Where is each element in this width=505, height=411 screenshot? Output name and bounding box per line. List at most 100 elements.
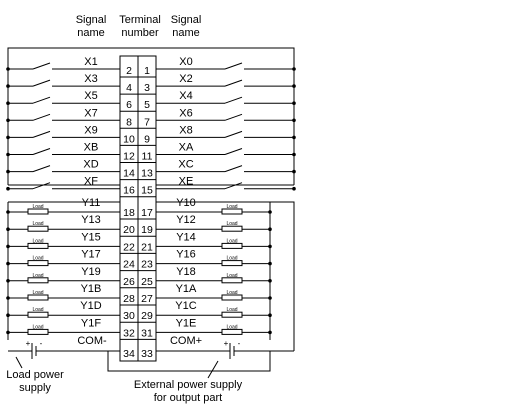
load-power-supply-label-line1: Load power <box>6 369 64 381</box>
output-row: Load Load Y19 Y18 26 25 <box>6 266 272 289</box>
load-label: Load <box>32 204 43 210</box>
left-signal-name: XF <box>84 176 98 188</box>
right-signal-name: XC <box>178 159 193 171</box>
load-left-icon <box>27 225 49 232</box>
header-terminal-number-line2: number <box>121 27 159 39</box>
load-label: Load <box>226 290 237 296</box>
load-label: Load <box>226 204 237 210</box>
load-right-icon <box>221 328 243 335</box>
load-right-icon <box>221 242 243 249</box>
terminal-number: 12 <box>123 151 135 163</box>
input-row: X7 X6 8 7 <box>6 107 296 129</box>
switch-left-icon <box>32 62 51 70</box>
switch-right-icon <box>224 182 243 190</box>
right-signal-name: Y18 <box>176 266 196 278</box>
switch-right-icon <box>224 148 243 155</box>
left-signal-name: Y1D <box>80 300 101 312</box>
output-row: Load Load Y11 Y10 18 17 <box>6 197 272 220</box>
switch-right-icon <box>224 96 243 104</box>
right-signal-name: Y10 <box>176 197 196 209</box>
header-signal-name-left-line1: Signal <box>76 14 107 26</box>
external-power-supply-label-line2: for output part <box>154 392 223 404</box>
left-signal-name: X7 <box>84 107 97 119</box>
right-signal-name: X2 <box>179 73 192 85</box>
terminal-number: 17 <box>141 207 153 219</box>
load-right-icon <box>221 311 243 318</box>
load-left-icon <box>27 242 49 249</box>
load-label: Load <box>226 273 237 279</box>
left-battery-minus: - <box>40 339 43 348</box>
switch-left-icon <box>32 79 51 87</box>
left-signal-name: XB <box>84 142 99 154</box>
load-left-icon <box>27 328 49 335</box>
header-terminal-number-line1: Terminal <box>119 14 161 26</box>
load-left-icon <box>27 294 49 301</box>
switch-right-icon <box>224 62 243 70</box>
terminal-number: 8 <box>126 116 132 128</box>
load-label: Load <box>32 324 43 330</box>
terminal-number: 19 <box>141 224 153 236</box>
terminal-number: 7 <box>144 116 150 128</box>
switch-right-icon <box>224 165 243 173</box>
load-label: Load <box>226 256 237 262</box>
header-signal-name-right-line1: Signal <box>171 14 202 26</box>
switch-left-icon <box>32 165 51 173</box>
com-minus-label: COM- <box>77 335 107 347</box>
terminal-number: 23 <box>141 259 153 271</box>
load-right-icon <box>221 260 243 267</box>
terminal-number: 11 <box>142 151 153 163</box>
switch-left-icon <box>32 182 51 190</box>
right-battery-plus: + <box>224 339 229 348</box>
input-row: XD XC 14 13 <box>6 159 296 181</box>
left-signal-name: XD <box>83 159 98 171</box>
left-signal-name: Y1B <box>81 283 102 295</box>
load-label: Load <box>226 307 237 313</box>
input-row: X5 X4 6 5 <box>6 90 296 112</box>
switch-left-icon <box>32 96 51 104</box>
output-row: Load Load Y15 Y14 22 21 <box>6 231 272 254</box>
right-signal-name: X4 <box>179 90 192 102</box>
right-signal-name: X8 <box>179 124 192 136</box>
terminal-number: 4 <box>126 82 132 94</box>
terminal-number: 15 <box>141 185 153 197</box>
left-signal-name: X5 <box>84 90 97 102</box>
output-row: Load Load Y1F Y1E 32 31 <box>6 317 272 340</box>
load-label: Load <box>32 273 43 279</box>
input-section-frame <box>7 47 295 186</box>
right-signal-name: X0 <box>179 56 192 68</box>
switch-left-icon <box>32 148 51 155</box>
terminal-number: 2 <box>126 65 132 77</box>
switch-right-icon <box>224 113 243 121</box>
terminal-number: 31 <box>141 327 153 339</box>
load-label: Load <box>226 221 237 227</box>
output-row: Load Load Y1B Y1A 28 27 <box>6 283 272 306</box>
terminal-number: 13 <box>141 168 153 180</box>
right-signal-name: Y1A <box>176 283 197 295</box>
load-power-supply-label-line2: supply <box>19 382 51 394</box>
terminal-number: 28 <box>123 293 135 305</box>
annotations: Load power supply External power supply … <box>6 356 243 404</box>
left-signal-name: X3 <box>84 73 97 85</box>
left-signal-name: Y13 <box>81 214 101 226</box>
terminal-number: 29 <box>141 310 153 322</box>
left-signal-name: Y1F <box>81 317 101 329</box>
common-row: COM- COM+ 34 33 + - + - <box>8 335 294 372</box>
switch-right-icon <box>224 79 243 87</box>
terminal-number: 9 <box>144 133 150 145</box>
load-left-icon <box>27 208 49 215</box>
terminal-33: 33 <box>141 348 153 360</box>
right-battery-minus: - <box>238 339 241 348</box>
load-label: Load <box>32 307 43 313</box>
load-right-icon <box>221 294 243 301</box>
terminal-number: 6 <box>126 99 132 111</box>
terminal-number: 18 <box>123 207 135 219</box>
load-right-icon <box>221 225 243 232</box>
external-power-supply-label-line1: External power supply <box>134 379 243 391</box>
left-signal-name: Y11 <box>82 197 101 209</box>
input-row: X9 X8 10 9 <box>6 124 296 146</box>
left-battery-plus: + <box>26 339 31 348</box>
load-label: Load <box>226 238 237 244</box>
